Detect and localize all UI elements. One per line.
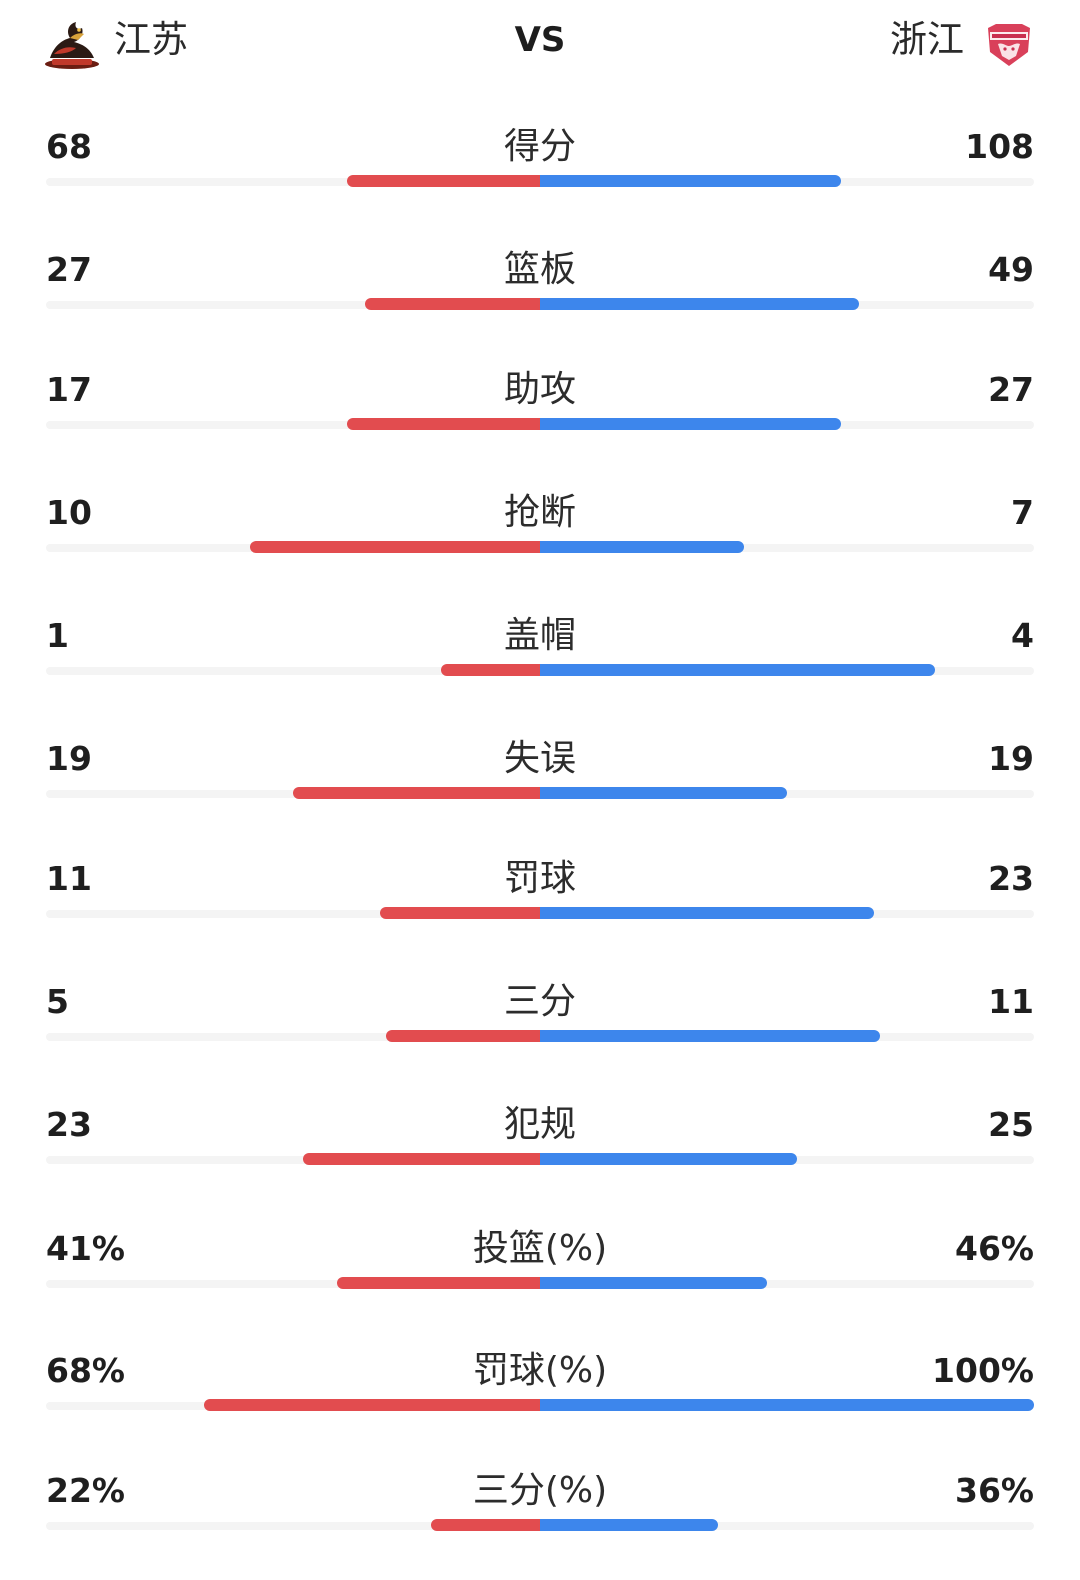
home-stat-bar	[303, 1153, 540, 1165]
vs-label: VS	[514, 20, 566, 60]
home-stat-bar	[431, 1519, 540, 1531]
away-stat-value: 108	[965, 127, 1034, 166]
stat-row: 11 罚球 23	[0, 848, 1080, 968]
stat-row: 22% 三分(%) 36%	[0, 1460, 1080, 1580]
away-stat-value: 25	[988, 1105, 1034, 1144]
away-stat-value: 23	[988, 859, 1034, 898]
away-stat-value: 11	[988, 982, 1034, 1021]
away-stat-bar	[540, 1519, 718, 1531]
stat-label: 盖帽	[503, 615, 576, 656]
stat-row: 23 犯规 25	[0, 1094, 1080, 1214]
home-stat-value: 68	[46, 127, 92, 166]
away-stat-value: 27	[988, 370, 1034, 409]
away-stat-bar	[540, 787, 787, 799]
away-stat-value: 49	[988, 250, 1034, 289]
stat-row: 5 三分 11	[0, 971, 1080, 1091]
home-stat-value: 23	[46, 1105, 92, 1144]
home-stat-value: 11	[46, 859, 92, 898]
stat-label: 罚球	[503, 858, 576, 899]
away-stat-value: 4	[1011, 616, 1034, 655]
home-stat-bar	[347, 418, 540, 430]
home-stat-value: 17	[46, 370, 92, 409]
home-stat-bar	[441, 664, 540, 676]
stat-row: 68% 罚球(%) 100%	[0, 1340, 1080, 1460]
home-stat-value: 27	[46, 250, 92, 289]
stat-row: 1 盖帽 4	[0, 605, 1080, 725]
away-stat-bar	[540, 175, 841, 187]
home-stat-value: 19	[46, 739, 92, 778]
home-stat-value: 22%	[46, 1471, 125, 1510]
home-stat-value: 1	[46, 616, 69, 655]
away-stat-bar	[540, 1277, 767, 1289]
home-stat-value: 41%	[46, 1229, 125, 1268]
away-stat-bar	[540, 1030, 880, 1042]
stat-label: 得分	[503, 126, 576, 167]
match-header: 江苏 VS 浙江	[0, 0, 1080, 86]
home-stat-bar	[293, 787, 540, 799]
home-team-name: 江苏	[114, 18, 188, 61]
stat-row: 17 助攻 27	[0, 359, 1080, 479]
home-stat-value: 5	[46, 982, 69, 1021]
away-stat-value: 46%	[955, 1229, 1034, 1268]
away-stat-value: 7	[1011, 493, 1034, 532]
stat-row: 19 失误 19	[0, 728, 1080, 848]
home-stat-bar	[204, 1399, 540, 1411]
stat-row: 27 篮板 49	[0, 239, 1080, 359]
stat-label: 抢断	[503, 492, 576, 533]
stat-row: 10 抢断 7	[0, 482, 1080, 602]
away-stat-bar	[540, 1399, 1034, 1411]
home-stat-bar	[386, 1030, 540, 1042]
stat-label: 投篮(%)	[472, 1228, 608, 1269]
home-stat-value: 10	[46, 493, 92, 532]
home-stat-bar	[365, 298, 540, 310]
away-stat-value: 100%	[932, 1351, 1034, 1390]
away-stat-bar	[540, 298, 859, 310]
away-team-name: 浙江	[890, 18, 964, 61]
away-stat-value: 36%	[955, 1471, 1034, 1510]
dragon-team-logo	[45, 22, 99, 69]
away-stat-bar	[540, 664, 935, 676]
stat-label: 罚球(%)	[472, 1350, 608, 1391]
home-stat-bar	[347, 175, 540, 187]
stat-label: 篮板	[503, 249, 576, 290]
home-stat-bar	[250, 541, 540, 553]
away-stat-bar	[540, 541, 744, 553]
away-stat-bar	[540, 418, 841, 430]
away-stat-bar	[540, 907, 874, 919]
stat-label: 助攻	[503, 369, 576, 410]
home-stat-value: 68%	[46, 1351, 125, 1390]
stat-label: 三分(%)	[472, 1470, 608, 1511]
stat-row: 41% 投篮(%) 46%	[0, 1218, 1080, 1338]
away-stat-value: 19	[988, 739, 1034, 778]
golden-bulls-team-logo	[988, 24, 1030, 66]
stat-label: 失误	[503, 738, 576, 779]
away-stat-bar	[540, 1153, 797, 1165]
stat-row: 68 得分 108	[0, 116, 1080, 236]
stat-label: 三分	[503, 981, 576, 1022]
home-stat-bar	[380, 907, 540, 919]
home-stat-bar	[337, 1277, 540, 1289]
stat-label: 犯规	[503, 1104, 576, 1145]
